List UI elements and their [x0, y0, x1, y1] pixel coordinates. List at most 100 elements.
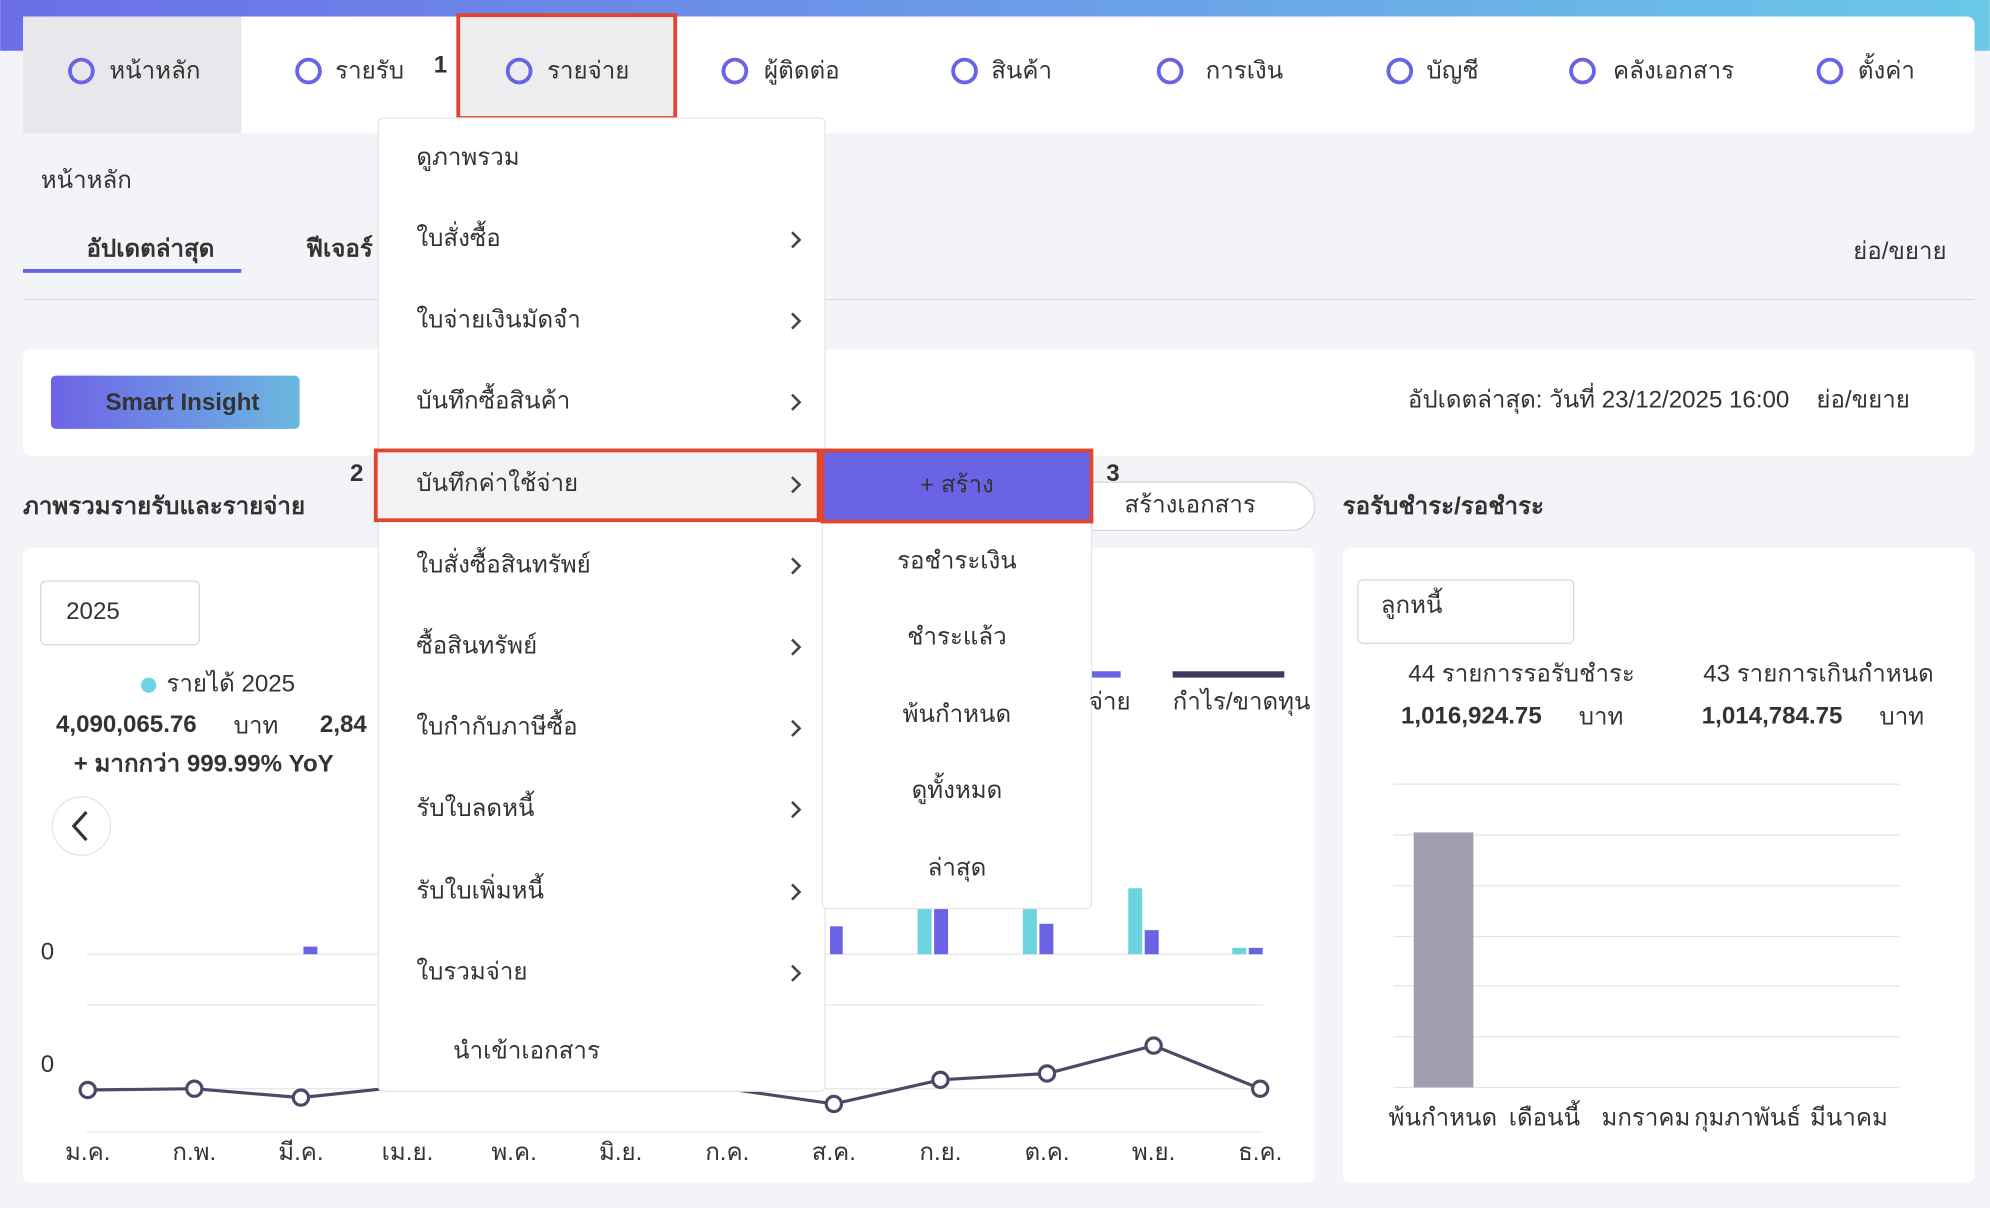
chevron — [791, 883, 802, 901]
x-tick-label: พ้นกำหนด — [1389, 1105, 1497, 1132]
x-tick-label: พ.ค. — [491, 1139, 536, 1166]
select-value: ลูกหนี้ — [1381, 587, 1443, 620]
collapse-link[interactable]: ย่อ/ขยาย — [1816, 386, 1910, 413]
menu-item[interactable]: บันทึกค่าใช้จ่าย — [416, 469, 578, 497]
legend: กำไร/ขาดทุน — [1173, 687, 1311, 716]
label: 43 รายการเกินกำหนด — [1703, 660, 1934, 687]
chevron — [791, 476, 802, 494]
section-title: ภาพรวมรายรับและรายจ่าย — [23, 493, 305, 520]
submenu-item[interactable]: รอชำระเงิน — [897, 547, 1017, 574]
menu-item[interactable]: ใบรวมจ่าย — [416, 958, 527, 986]
nav-item[interactable]: บัญชี — [1426, 58, 1478, 85]
nav-item[interactable]: หน้าหลัก — [109, 58, 200, 85]
x-tick-label: มิ.ย. — [599, 1139, 642, 1166]
nav-icon — [505, 57, 533, 85]
nav-icon — [68, 57, 95, 85]
x-tick-label: มกราคม — [1601, 1105, 1690, 1132]
axis-label: 0 — [41, 938, 54, 965]
dropdown-menu — [377, 117, 826, 1092]
legend-swatch — [1172, 671, 1285, 678]
menu-item[interactable]: รับใบเพิ่มหนี้ — [416, 872, 544, 904]
collapse-link[interactable]: ย่อ/ขยาย — [1853, 238, 1947, 265]
chevron — [791, 231, 802, 249]
year-picker[interactable] — [40, 580, 201, 646]
x-tick-label: กุมภาพันธ์ — [1694, 1104, 1801, 1133]
submenu-item[interactable]: ดูทั้งหมด — [912, 772, 1003, 805]
menu-item[interactable]: รับใบลดหนี้ — [416, 790, 534, 822]
amount: 1,014,784.75 — [1702, 702, 1843, 729]
chevron — [791, 801, 802, 819]
breadcrumb: หน้าหลัก — [41, 167, 132, 194]
menu-item[interactable]: ใบสั่งซื้อ — [416, 220, 500, 252]
nav-item[interactable]: สินค้า — [991, 58, 1052, 85]
nav-item[interactable]: การเงิน — [1206, 58, 1284, 85]
legend-swatch — [1085, 671, 1121, 678]
chevron — [791, 557, 802, 575]
highlight-box — [456, 13, 678, 120]
legend: จ่าย — [1089, 688, 1131, 715]
unit: บาท — [234, 712, 279, 739]
menu-item[interactable]: นำเข้าเอกสาร — [453, 1037, 600, 1064]
amount: 4,090,065.76 — [56, 711, 197, 738]
nav-icon — [951, 57, 978, 85]
nav-item[interactable]: คลังเอกสาร — [1613, 58, 1734, 85]
tab[interactable]: ฟีเจอร์ — [306, 234, 373, 262]
x-tick-label: ก.ย. — [919, 1139, 961, 1166]
year: 2025 — [66, 598, 120, 625]
x-tick-label: ส.ค. — [812, 1139, 856, 1166]
amount: 1,016,924.75 — [1401, 702, 1542, 729]
menu-item[interactable]: ใบจ่ายเงินมัดจำ — [416, 305, 580, 333]
chevron — [791, 312, 802, 330]
chevron — [791, 719, 802, 737]
receivable-card — [1342, 548, 1975, 1183]
menu-item[interactable]: บันทึกซื้อสินค้า — [416, 383, 570, 415]
annotation: 1 — [434, 51, 447, 78]
unit: บาท — [1879, 704, 1924, 731]
button-label: สร้างเอกสาร — [1124, 492, 1255, 519]
legend: รายได้ 2025 — [166, 670, 295, 698]
yoy: + มากกว่า 999.99% YoY — [74, 751, 334, 778]
section-title: รอรับชำระ/รอชำระ — [1343, 493, 1544, 520]
x-tick-label: พ.ย. — [1132, 1139, 1175, 1166]
tab[interactable]: อัปเดตล่าสุด — [86, 235, 214, 264]
axis-label: 0 — [41, 1051, 54, 1078]
nav-icon — [1569, 57, 1596, 85]
chevron — [791, 964, 802, 982]
smart-insight-button[interactable] — [50, 375, 300, 429]
submenu-item[interactable]: ล่าสุด — [928, 855, 987, 883]
nav-icon — [1156, 57, 1184, 85]
legend-dot — [141, 677, 157, 693]
annotation: 3 — [1106, 460, 1119, 487]
nav-active — [23, 16, 242, 134]
x-tick-label: ก.พ. — [172, 1139, 216, 1166]
nav-item[interactable]: รายจ่าย — [547, 58, 629, 85]
debtor-select[interactable] — [1357, 579, 1575, 644]
menu-item[interactable]: ซื้อสินทรัพย์ — [416, 628, 537, 660]
menu-item[interactable]: ใบกำกับภาษีซื้อ — [416, 709, 577, 741]
x-tick-label: ต.ค. — [1024, 1139, 1069, 1166]
menu-item[interactable]: ดูภาพรวม — [416, 144, 519, 172]
x-tick-label: เม.ย. — [382, 1139, 434, 1166]
unit: บาท — [1579, 704, 1624, 731]
nav-icon — [721, 57, 749, 85]
nav-item[interactable]: ตั้งค่า — [1858, 53, 1915, 85]
profit-points — [78, 1036, 1270, 1114]
updated-time: อัปเดตล่าสุด: วันที่ 23/12/2025 16:00 — [1408, 382, 1789, 414]
submenu-item[interactable]: + สร้าง — [920, 471, 994, 498]
nav-item[interactable]: รายรับ — [335, 58, 404, 85]
x-tick-label: มี.ค. — [278, 1139, 323, 1166]
nav-item[interactable]: ผู้ติดต่อ — [764, 58, 840, 86]
submenu-highlight[interactable] — [820, 448, 1094, 524]
prev-button[interactable] — [51, 796, 112, 856]
x-tick-label: ธ.ค. — [1238, 1139, 1282, 1166]
menu-highlight — [373, 448, 821, 523]
x-tick-label: ม.ค. — [65, 1139, 110, 1166]
amount: 2,84 — [320, 711, 367, 738]
button-label: Smart Insight — [105, 389, 259, 416]
tab-underline — [23, 269, 242, 273]
menu-item[interactable]: ใบสั่งซื้อสินทรัพย์ — [416, 546, 590, 578]
submenu-item[interactable]: พ้นกำหนด — [903, 701, 1011, 728]
submenu-item[interactable]: ชำระแล้ว — [907, 624, 1007, 651]
